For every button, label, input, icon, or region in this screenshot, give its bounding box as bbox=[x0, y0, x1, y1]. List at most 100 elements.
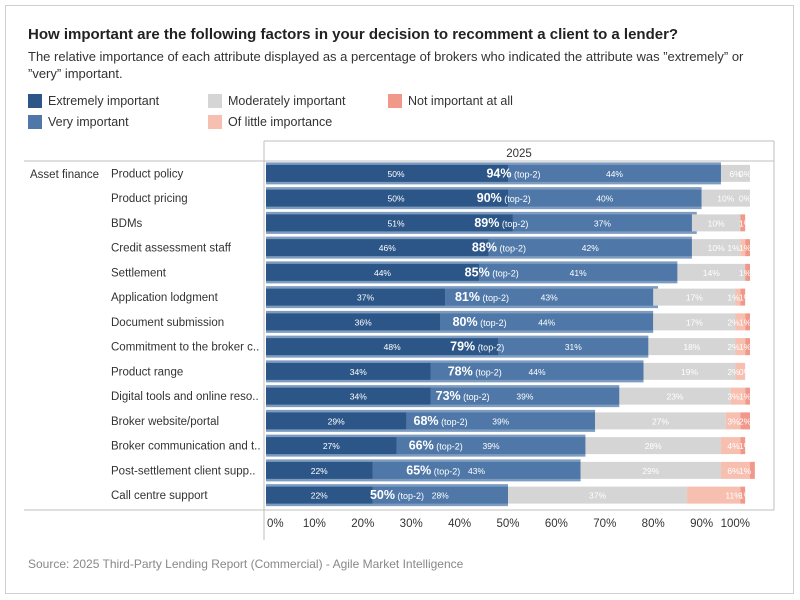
bar-segment-extremely-important bbox=[266, 263, 479, 281]
top2-suffix: (top-2) bbox=[395, 491, 424, 501]
x-tick-label: 80% bbox=[642, 518, 665, 530]
segment-value-label: 1% bbox=[727, 243, 740, 253]
segment-value-label: 23% bbox=[666, 392, 683, 402]
bar-segment-of-little-importance bbox=[725, 412, 741, 430]
bar-segment-extremely-important bbox=[266, 239, 489, 257]
top2-suffix: (top-2) bbox=[439, 417, 468, 427]
bar-segment-very-important bbox=[396, 437, 586, 455]
top2-value: 85% bbox=[465, 265, 490, 279]
top2-total-label: 81% (top-2) bbox=[455, 290, 509, 304]
bar-segment-moderately-important bbox=[619, 387, 731, 405]
legend-not-important-at-all: Not important at all bbox=[388, 94, 513, 108]
legend-swatch-very-important bbox=[28, 115, 42, 129]
legend-moderately-important: Moderately important bbox=[208, 94, 345, 108]
category-label: Broker website/portal bbox=[111, 416, 219, 428]
bar-segment-not-important-at-all bbox=[740, 288, 746, 306]
bar-segment-moderately-important bbox=[585, 437, 721, 455]
bar-segment-moderately-important bbox=[508, 486, 688, 504]
segment-value-label: 1% bbox=[727, 293, 740, 303]
segment-value-label: 48% bbox=[384, 342, 401, 352]
segment-value-label: 22% bbox=[311, 491, 328, 501]
segment-value-label: 44% bbox=[538, 317, 555, 327]
bar-segment-not-important-at-all bbox=[740, 214, 746, 232]
bar-segment-moderately-important bbox=[580, 461, 721, 479]
bar-segment-not-important-at-all bbox=[745, 239, 750, 257]
top2-value: 90% bbox=[477, 191, 502, 205]
category-label: Settlement bbox=[111, 267, 167, 279]
top2-value: 80% bbox=[453, 315, 478, 329]
top2-value: 66% bbox=[409, 439, 434, 453]
bar-segment-very-important bbox=[512, 214, 692, 232]
bar-segment-not-important-at-all bbox=[745, 263, 750, 281]
legend-swatch-extremely-important bbox=[28, 94, 42, 108]
segment-value-label: 34% bbox=[350, 367, 367, 377]
chart-title: How important are the following factors … bbox=[28, 26, 679, 43]
bar-segment-not-important-at-all bbox=[745, 313, 750, 331]
source-note: Source: 2025 Third-Party Lending Report … bbox=[28, 557, 464, 571]
category-label: Call centre support bbox=[111, 490, 208, 502]
category-label: Commitment to the broker c.. bbox=[111, 342, 259, 354]
legend-label-of-little-importance: Of little importance bbox=[228, 115, 333, 129]
x-tick-label: 50% bbox=[496, 518, 519, 530]
top2-suffix: (top-2) bbox=[434, 442, 463, 452]
bar-segment-very-important bbox=[478, 263, 678, 281]
chart-frame bbox=[5, 5, 794, 594]
segment-value-label: 4% bbox=[727, 441, 740, 451]
segment-value-label: 44% bbox=[529, 367, 546, 377]
segment-value-label: 1% bbox=[739, 466, 752, 476]
bar-segment-moderately-important bbox=[648, 338, 736, 356]
segment-value-label: 44% bbox=[374, 268, 391, 278]
group-label-asset-finance: Asset finance bbox=[30, 169, 99, 181]
top2-value: 79% bbox=[450, 340, 475, 354]
segment-value-label: 37% bbox=[594, 218, 611, 228]
segment-value-label: 39% bbox=[516, 392, 533, 402]
segment-value-label: 43% bbox=[468, 466, 485, 476]
segment-value-label: 28% bbox=[432, 491, 449, 501]
top2-value: 89% bbox=[474, 216, 499, 230]
x-tick-label: 30% bbox=[400, 518, 423, 530]
bar-segment-extremely-important bbox=[266, 461, 373, 479]
segment-value-label: 28% bbox=[645, 441, 662, 451]
bar-segment-extremely-important bbox=[266, 338, 499, 356]
bar-segment-not-important-at-all bbox=[740, 437, 746, 455]
bar-segment-moderately-important bbox=[653, 288, 736, 306]
segment-value-label: 43% bbox=[541, 293, 558, 303]
top2-value: 81% bbox=[455, 290, 480, 304]
segment-value-label: 2% bbox=[727, 342, 740, 352]
segment-value-label: 42% bbox=[582, 243, 599, 253]
bar-segment-of-little-importance bbox=[735, 338, 746, 356]
top2-total-label: 90% (top-2) bbox=[477, 191, 531, 205]
segment-value-label: 0% bbox=[739, 169, 752, 179]
chart-subtitle: The relative importance of each attribut… bbox=[28, 49, 744, 81]
bar-segment-of-little-importance bbox=[735, 313, 746, 331]
x-tick-label: 10% bbox=[303, 518, 326, 530]
x-tick-label: 20% bbox=[351, 518, 374, 530]
top2-suffix: (top-2) bbox=[497, 244, 526, 254]
top2-total-label: 66% (top-2) bbox=[409, 439, 463, 453]
top2-value: 68% bbox=[414, 414, 439, 428]
segment-value-label: 1% bbox=[739, 243, 752, 253]
bar-segment-moderately-important bbox=[643, 362, 736, 380]
top2-total-label: 88% (top-2) bbox=[472, 241, 526, 255]
top2-suffix: (top-2) bbox=[461, 392, 490, 402]
x-tick-label: 100% bbox=[721, 518, 750, 530]
top2-total-label: 68% (top-2) bbox=[414, 414, 468, 428]
category-label: Product policy bbox=[111, 168, 183, 180]
bar-segment-extremely-important bbox=[266, 362, 431, 380]
category-label: BDMs bbox=[111, 218, 143, 230]
top2-suffix: (top-2) bbox=[431, 466, 460, 476]
legend-label-very-important: Very important bbox=[48, 115, 129, 129]
bar-segment-of-little-importance bbox=[720, 437, 741, 455]
category-label: Post-settlement client supp.. bbox=[111, 465, 255, 477]
segment-value-label: 6% bbox=[729, 169, 742, 179]
bar-segment-very-important bbox=[372, 461, 581, 479]
category-label: Broker communication and t.. bbox=[111, 441, 261, 453]
top2-total-label: 94% (top-2) bbox=[486, 166, 540, 180]
bar-segment-extremely-important bbox=[266, 164, 508, 182]
bar-segment-very-important bbox=[498, 338, 649, 356]
segment-value-label: 36% bbox=[355, 317, 372, 327]
legend-swatch-not-important-at-all bbox=[388, 94, 402, 108]
segment-value-label: 0% bbox=[739, 367, 752, 377]
bar-segment-not-important-at-all bbox=[740, 412, 750, 430]
